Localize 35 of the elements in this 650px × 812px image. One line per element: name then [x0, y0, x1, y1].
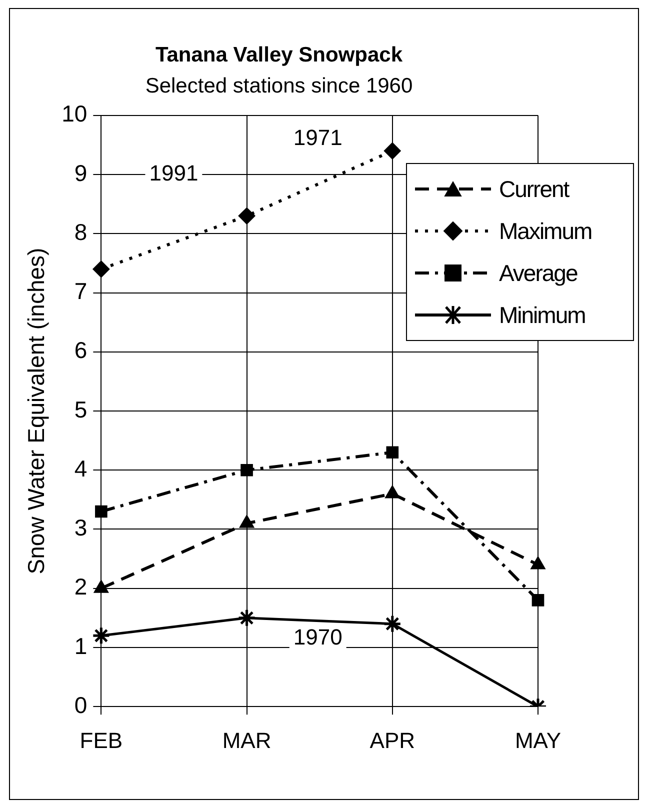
- x-tick-label: MAR: [222, 728, 272, 753]
- point: [238, 608, 256, 628]
- y-tick-label: 7: [74, 278, 88, 304]
- annotation: 1991: [149, 160, 198, 186]
- legend-label: Average: [499, 260, 578, 286]
- y-tick-label: 6: [74, 337, 88, 364]
- point: [92, 626, 110, 645]
- point: [92, 260, 110, 278]
- chart-subtitle: Selected stations since 1960: [145, 74, 413, 98]
- y-tick-label: 8: [74, 218, 88, 245]
- annotation: 1970: [293, 624, 342, 650]
- y-axis-title: Snow Water Equivalent (inches): [23, 248, 50, 574]
- y-tick-label: 3: [74, 514, 88, 541]
- point: [238, 207, 256, 224]
- x-tick-label: APR: [370, 728, 416, 753]
- point: [240, 464, 253, 476]
- y-tick-label: 0: [74, 692, 88, 718]
- x-tick-label: MAY: [514, 728, 562, 753]
- point: [383, 614, 402, 634]
- legend-label: Minimum: [499, 302, 586, 328]
- chart-title: Tanana Valley Snowpack: [155, 43, 403, 66]
- y-tick-label: 1: [74, 632, 88, 659]
- annotation: 1971: [293, 125, 342, 150]
- point: [386, 446, 399, 459]
- y-tick-label: 10: [62, 100, 88, 127]
- y-tick-label: 4: [74, 455, 88, 482]
- point: [384, 142, 401, 160]
- point: [95, 505, 108, 518]
- legend-label: Maximum: [499, 218, 592, 244]
- point: [532, 594, 544, 606]
- y-tick-label: 5: [74, 396, 88, 422]
- y-tick-label: 9: [74, 160, 88, 186]
- x-tick-label: FEB: [80, 728, 123, 753]
- legend-label: Current: [499, 176, 569, 202]
- y-tick-label: 2: [74, 574, 88, 600]
